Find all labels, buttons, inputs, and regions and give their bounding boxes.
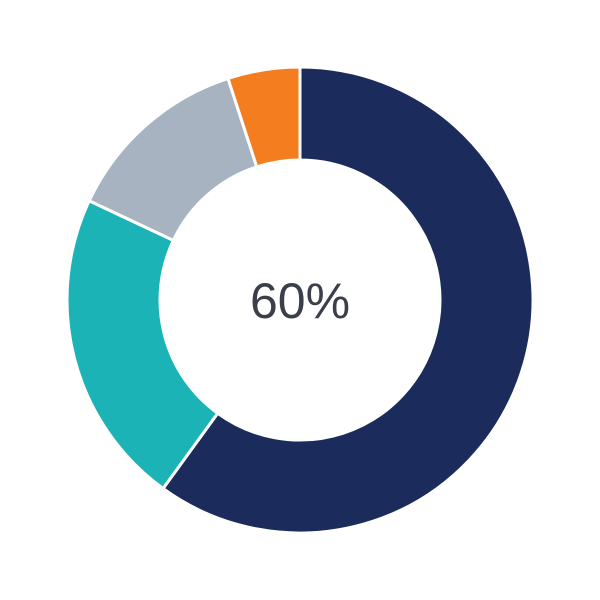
center-label: 60% <box>250 273 350 329</box>
donut-slice-0 <box>160 65 535 535</box>
donut-slice-3 <box>226 65 302 169</box>
donut-slice-1 <box>65 198 220 491</box>
